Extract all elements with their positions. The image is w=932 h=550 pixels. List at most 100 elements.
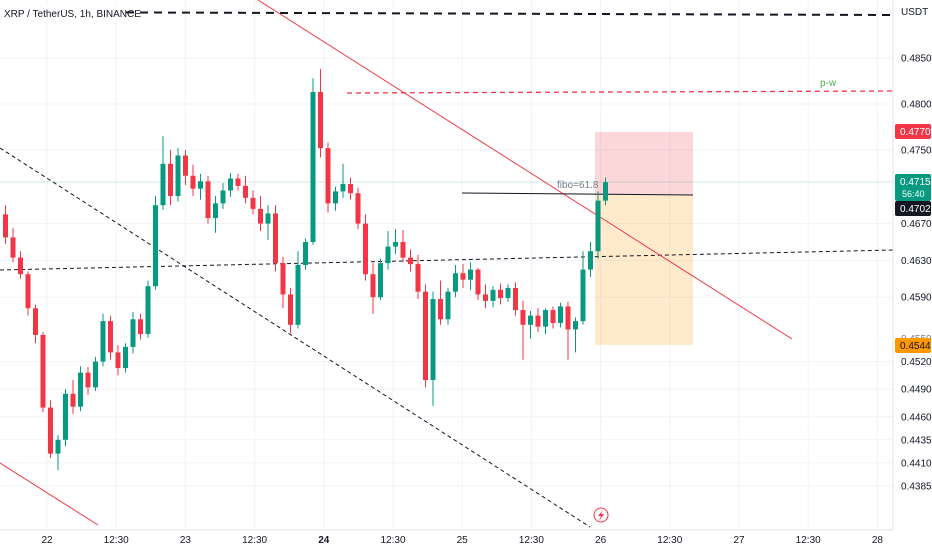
candle (340, 163, 346, 198)
candle-body (273, 213, 278, 264)
time-tick-label: 12:30 (657, 535, 682, 546)
time-tick-label: 25 (457, 535, 469, 546)
title-bg (0, 6, 124, 20)
candle-body (468, 269, 473, 280)
candle (415, 254, 421, 300)
candle (33, 304, 38, 344)
top-dashed-line[interactable] (0, 11, 894, 16)
candle-body (190, 175, 196, 189)
candle-body (220, 190, 226, 204)
candle-body (93, 361, 98, 388)
candle-body (258, 208, 263, 224)
descending-dashed-channel[interactable] (0, 147, 591, 528)
candle-body (63, 393, 68, 440)
price-tick-label: 0.4490 (901, 385, 932, 396)
candle-body (183, 155, 188, 176)
price-tick-label: 0.4800 (901, 100, 932, 111)
candle-body (3, 214, 8, 238)
candle-body (370, 274, 376, 298)
candle (295, 251, 301, 329)
price-tick-label: 0.4385 (901, 481, 932, 492)
candle (588, 242, 593, 277)
candle (423, 284, 428, 388)
fibo-line[interactable] (461, 192, 694, 196)
candle-body (145, 286, 151, 334)
take-profit-zone[interactable] (595, 195, 693, 345)
candle-body (265, 213, 271, 224)
candle (93, 357, 98, 392)
time-tick-label: 12:30 (519, 535, 544, 546)
price-tick-label: 0.4590 (901, 293, 932, 304)
descending-red-trendline[interactable] (257, 0, 793, 340)
symbol-title[interactable]: XRP / TetherUS, 1h, BINANCE (4, 9, 141, 20)
candle-body (498, 289, 503, 299)
candle-body (565, 306, 571, 330)
candle (250, 190, 256, 215)
candle (603, 177, 608, 206)
candle-body (595, 200, 601, 252)
candle-body (115, 352, 121, 369)
candle (220, 183, 226, 209)
candle-body (310, 92, 316, 242)
candle-body (250, 197, 256, 209)
candle (48, 400, 53, 459)
stop-loss-zone[interactable] (595, 132, 693, 195)
candle (408, 249, 413, 272)
horizontal-dashed-trendline[interactable] (0, 249, 894, 271)
price-tick-label: 0.4410 (901, 458, 932, 469)
candle (18, 251, 23, 279)
candle-body (513, 288, 518, 311)
stop-price-badge: 0.4770 (895, 124, 931, 139)
candle-body (213, 203, 218, 219)
candle-body (108, 321, 113, 353)
candle (505, 284, 511, 302)
price-tick-label: 0.4670 (901, 219, 932, 230)
candle-body (393, 242, 398, 247)
time-scale[interactable] (0, 530, 932, 550)
price-scale[interactable] (893, 0, 932, 530)
candle (378, 258, 383, 300)
candle (520, 300, 526, 360)
lightning-icon[interactable] (593, 507, 609, 523)
candle (145, 280, 151, 338)
candle-body (430, 299, 436, 380)
candle-body (18, 257, 23, 275)
candle (580, 251, 586, 325)
candle-body (70, 393, 76, 407)
candle (303, 238, 308, 270)
candle-body (340, 184, 346, 192)
candle (280, 256, 286, 309)
candle (558, 302, 563, 328)
candle (130, 311, 136, 354)
svg-text:0.4702: 0.4702 (900, 204, 931, 215)
candle (168, 150, 173, 206)
candle-body (48, 407, 53, 454)
candle (543, 308, 548, 334)
candle-body (483, 294, 488, 301)
candle-body (520, 310, 526, 325)
candle (228, 173, 233, 197)
candle-body (333, 191, 338, 204)
candle (460, 264, 466, 288)
candle (483, 284, 488, 309)
candle (100, 313, 106, 367)
candle (325, 142, 331, 213)
candle-body (153, 205, 158, 287)
candle-body (355, 193, 361, 224)
pw-resistance-line[interactable] (346, 90, 894, 94)
candle (565, 301, 571, 360)
candle-body (205, 181, 211, 219)
candle-body (445, 291, 451, 320)
candle (63, 389, 68, 447)
candle (445, 288, 451, 325)
candle (108, 315, 113, 360)
candle-body (475, 269, 481, 295)
candle (265, 205, 271, 241)
candle (550, 306, 556, 329)
lower-red-trendline[interactable] (0, 462, 99, 526)
candle-body (378, 263, 383, 298)
candle-body (160, 163, 166, 206)
time-tick-label: 12:30 (104, 535, 129, 546)
candle (535, 308, 541, 333)
